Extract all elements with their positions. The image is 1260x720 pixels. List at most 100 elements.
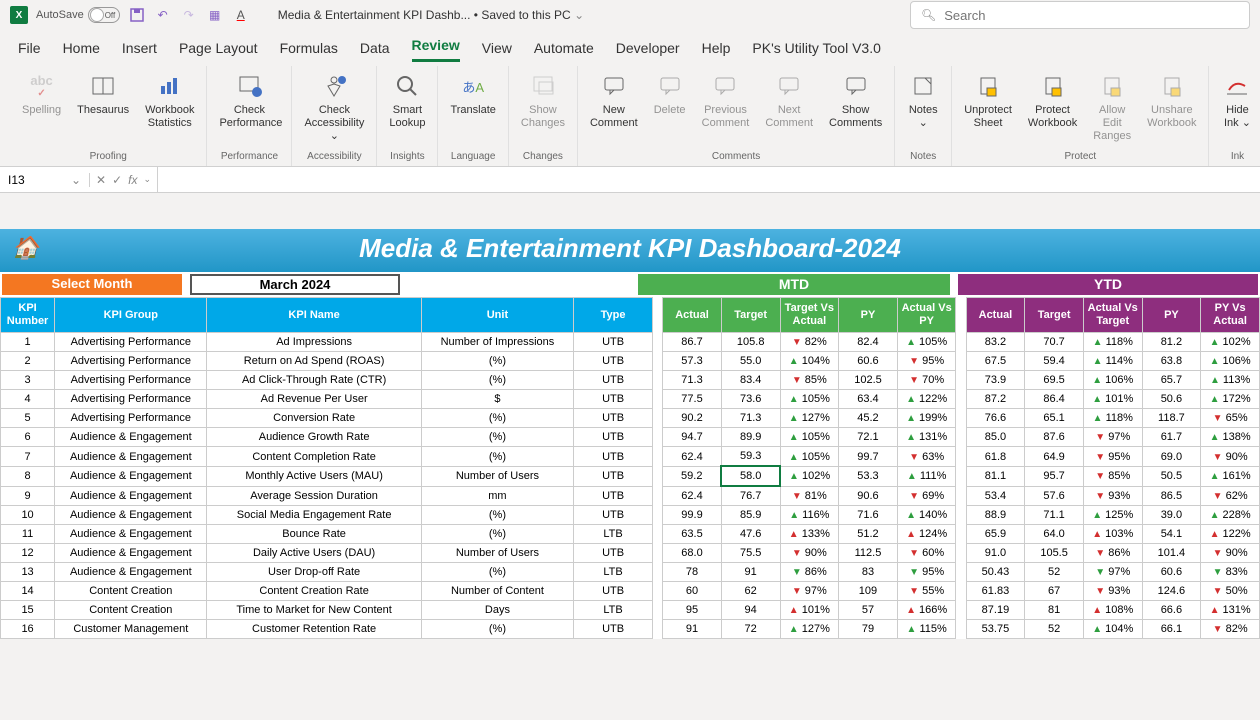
cell-kpi-name[interactable]: Ad Revenue Per User [207,390,421,409]
cell-ytd-pva[interactable]: ▼ 65% [1201,409,1260,428]
cell-mtd-target[interactable]: 85.9 [721,506,780,525]
font-color-icon[interactable]: A [232,6,250,24]
search-box[interactable]: 🔍︎ [910,1,1250,29]
cell-mtd-tva[interactable]: ▲ 105% [780,428,839,447]
cell-unit[interactable]: (%) [421,352,573,371]
cell-ytd-actual[interactable]: 83.2 [966,333,1025,352]
cell-mtd-py[interactable]: 82.4 [839,333,898,352]
cell-kpi-number[interactable]: 4 [1,390,55,409]
cell-mtd-target[interactable]: 59.3 [721,447,780,467]
cell-mtd-avp[interactable]: ▲ 122% [897,390,956,409]
cell-ytd-py[interactable]: 50.6 [1142,390,1201,409]
cell-mtd-py[interactable]: 79 [839,620,898,639]
cell-type[interactable]: UTB [574,371,653,390]
cell-ytd-actual[interactable]: 85.0 [966,428,1025,447]
cell-kpi-name[interactable]: Audience Growth Rate [207,428,421,447]
tab-insert[interactable]: Insert [122,40,157,62]
cell-mtd-tva[interactable]: ▲ 105% [780,390,839,409]
cell-ytd-actual[interactable]: 81.1 [966,466,1025,486]
home-icon[interactable]: 🏠 [12,235,39,261]
cell-ytd-py[interactable]: 50.5 [1142,466,1201,486]
cell-ytd-py[interactable]: 63.8 [1142,352,1201,371]
cell-unit[interactable]: $ [421,390,573,409]
cell-kpi-group[interactable]: Advertising Performance [55,333,207,352]
cell-mtd-target[interactable]: 75.5 [721,544,780,563]
cell-mtd-target[interactable]: 89.9 [721,428,780,447]
cell-mtd-tva[interactable]: ▲ 104% [780,352,839,371]
cancel-icon[interactable]: ✕ [96,173,106,187]
cell-ytd-actual[interactable]: 50.43 [966,563,1025,582]
table-row[interactable]: 6Audience & EngagementAudience Growth Ra… [1,428,1260,447]
cell-mtd-actual[interactable]: 77.5 [663,390,722,409]
ribbon-unprotect[interactable]: UnprotectSheet [958,66,1018,134]
cell-kpi-group[interactable]: Audience & Engagement [55,525,207,544]
cell-mtd-tva[interactable]: ▼ 82% [780,333,839,352]
cell-mtd-target[interactable]: 71.3 [721,409,780,428]
cell-kpi-group[interactable]: Content Creation [55,582,207,601]
cell-kpi-number[interactable]: 15 [1,601,55,620]
cell-ytd-avt[interactable]: ▼ 97% [1083,428,1142,447]
cell-ytd-avt[interactable]: ▲ 125% [1083,506,1142,525]
cell-mtd-tva[interactable]: ▼ 90% [780,544,839,563]
table-row[interactable]: 4Advertising PerformanceAd Revenue Per U… [1,390,1260,409]
cell-ytd-actual[interactable]: 87.2 [966,390,1025,409]
cell-type[interactable]: UTB [574,544,653,563]
undo-icon[interactable]: ↶ [154,6,172,24]
cell-mtd-avp[interactable]: ▼ 95% [897,563,956,582]
ribbon-check[interactable]: CheckPerformance [213,66,285,134]
cell-mtd-target[interactable]: 83.4 [721,371,780,390]
cell-kpi-number[interactable]: 14 [1,582,55,601]
cell-mtd-avp[interactable]: ▲ 140% [897,506,956,525]
cell-ytd-target[interactable]: 67 [1025,582,1084,601]
cell-ytd-py[interactable]: 86.5 [1142,486,1201,506]
cell-ytd-py[interactable]: 81.2 [1142,333,1201,352]
cell-mtd-avp[interactable]: ▼ 69% [897,486,956,506]
cell-kpi-number[interactable]: 12 [1,544,55,563]
table-row[interactable]: 12Audience & EngagementDaily Active User… [1,544,1260,563]
cell-mtd-avp[interactable]: ▲ 124% [897,525,956,544]
cell-kpi-group[interactable]: Audience & Engagement [55,428,207,447]
cell-kpi-name[interactable]: Bounce Rate [207,525,421,544]
cell-mtd-target[interactable]: 105.8 [721,333,780,352]
save-icon[interactable] [128,6,146,24]
cell-mtd-avp[interactable]: ▲ 115% [897,620,956,639]
cell-ytd-pva[interactable]: ▼ 62% [1201,486,1260,506]
cell-mtd-actual[interactable]: 90.2 [663,409,722,428]
table-row[interactable]: 7Audience & EngagementContent Completion… [1,447,1260,467]
name-box[interactable]: I13⌄ [0,173,90,187]
cell-unit[interactable]: (%) [421,506,573,525]
cell-mtd-actual[interactable]: 68.0 [663,544,722,563]
cell-mtd-actual[interactable]: 86.7 [663,333,722,352]
cell-kpi-name[interactable]: Monthly Active Users (MAU) [207,466,421,486]
cell-type[interactable]: LTB [574,563,653,582]
table-row[interactable]: 13Audience & EngagementUser Drop-off Rat… [1,563,1260,582]
enter-icon[interactable]: ✓ [112,173,122,187]
chevron-down-icon[interactable]: ⌄ [143,174,151,185]
cell-mtd-tva[interactable]: ▼ 81% [780,486,839,506]
cell-mtd-avp[interactable]: ▼ 63% [897,447,956,467]
cell-mtd-actual[interactable]: 94.7 [663,428,722,447]
tab-formulas[interactable]: Formulas [280,40,338,62]
cell-ytd-pva[interactable]: ▼ 90% [1201,447,1260,467]
cell-kpi-number[interactable]: 5 [1,409,55,428]
cell-ytd-actual[interactable]: 87.19 [966,601,1025,620]
cell-kpi-name[interactable]: Return on Ad Spend (ROAS) [207,352,421,371]
cell-ytd-target[interactable]: 57.6 [1025,486,1084,506]
cell-ytd-target[interactable]: 52 [1025,620,1084,639]
ribbon-show[interactable]: ShowComments [823,66,888,134]
cell-ytd-pva[interactable]: ▲ 228% [1201,506,1260,525]
cell-ytd-actual[interactable]: 53.75 [966,620,1025,639]
cell-ytd-actual[interactable]: 76.6 [966,409,1025,428]
cell-kpi-group[interactable]: Advertising Performance [55,390,207,409]
cell-mtd-avp[interactable]: ▼ 95% [897,352,956,371]
cell-kpi-number[interactable]: 8 [1,466,55,486]
table-row[interactable]: 2Advertising PerformanceReturn on Ad Spe… [1,352,1260,371]
cell-ytd-pva[interactable]: ▲ 106% [1201,352,1260,371]
cell-kpi-name[interactable]: Content Completion Rate [207,447,421,467]
cell-ytd-pva[interactable]: ▼ 50% [1201,582,1260,601]
tab-home[interactable]: Home [63,40,100,62]
cell-kpi-number[interactable]: 13 [1,563,55,582]
ribbon-hide[interactable]: HideInk ⌄ [1215,66,1259,134]
tab-file[interactable]: File [18,40,41,62]
cell-ytd-actual[interactable]: 73.9 [966,371,1025,390]
